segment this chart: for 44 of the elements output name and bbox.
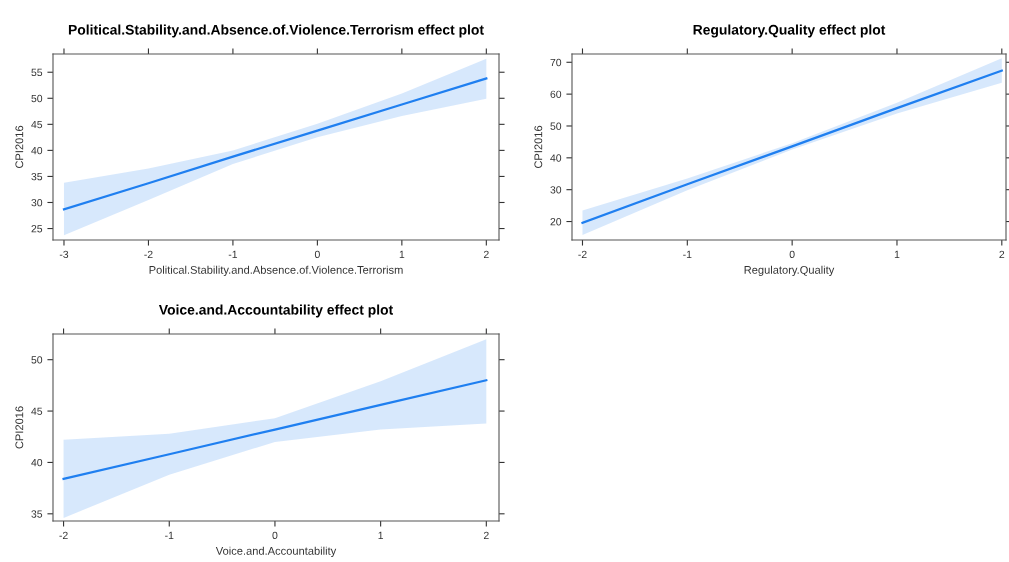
y-tick-label: 35 xyxy=(31,172,43,181)
y-tick-label: 60 xyxy=(550,90,562,99)
x-axis-title: Voice.and.Accountability xyxy=(215,546,337,558)
y-tick-label: 30 xyxy=(31,198,43,207)
x-tick-label: 0 xyxy=(272,531,278,540)
y-tick-label: 45 xyxy=(31,120,43,129)
x-tick-label: 2 xyxy=(483,250,489,258)
x-tick-label: 2 xyxy=(999,250,1005,258)
y-tick-label: 70 xyxy=(550,58,562,67)
y-tick-label: 35 xyxy=(31,510,43,518)
x-tick-label: 1 xyxy=(378,531,384,539)
chart-title: Regulatory.Quality effect plot xyxy=(693,24,886,38)
y-tick-label: 40 xyxy=(31,146,43,155)
y-tick-label: 25 xyxy=(31,225,43,233)
chart-title: Political.Stability.and.Absence.of.Violence.Terrorism effect plot xyxy=(68,24,484,38)
y-axis-title: CPI2016 xyxy=(15,125,24,169)
y-tick-label: 45 xyxy=(31,407,43,415)
x-tick-label: 0 xyxy=(314,250,320,259)
x-tick-label: 2 xyxy=(483,531,489,539)
x-axis-title: Political.Stability.and.Absence.of.Violence.Terrorism xyxy=(149,265,403,277)
y-tick-label: 40 xyxy=(31,458,43,467)
y-axis-title: CPI2016 xyxy=(15,406,24,449)
y-tick-label: 30 xyxy=(550,186,562,194)
x-tick-label: 1 xyxy=(399,250,405,258)
chart-title: Voice.and.Accountability effect plot xyxy=(158,304,394,318)
x-tick-label: -1 xyxy=(165,531,174,539)
y-tick-label: 50 xyxy=(31,94,43,103)
y-tick-label: 50 xyxy=(550,122,562,130)
x-tick-label: -1 xyxy=(683,250,692,258)
x-tick-label: -1 xyxy=(228,250,238,258)
x-tick-label: 1 xyxy=(894,250,900,258)
y-axis-title: CPI2016 xyxy=(534,125,543,169)
line-series xyxy=(62,379,488,480)
x-tick-label: 0 xyxy=(789,250,795,259)
y-tick-label: 55 xyxy=(31,68,43,77)
x-tick-label: -2 xyxy=(144,250,153,258)
x-axis-title: Regulatory.Quality xyxy=(744,265,835,277)
x-tick-label: -3 xyxy=(59,250,69,259)
y-tick-label: 40 xyxy=(550,154,562,162)
y-tick-label: 20 xyxy=(550,218,562,226)
line-series xyxy=(62,77,488,211)
y-tick-label: 50 xyxy=(31,356,43,364)
x-tick-label: -2 xyxy=(578,250,587,258)
x-tick-label: -2 xyxy=(59,531,68,539)
